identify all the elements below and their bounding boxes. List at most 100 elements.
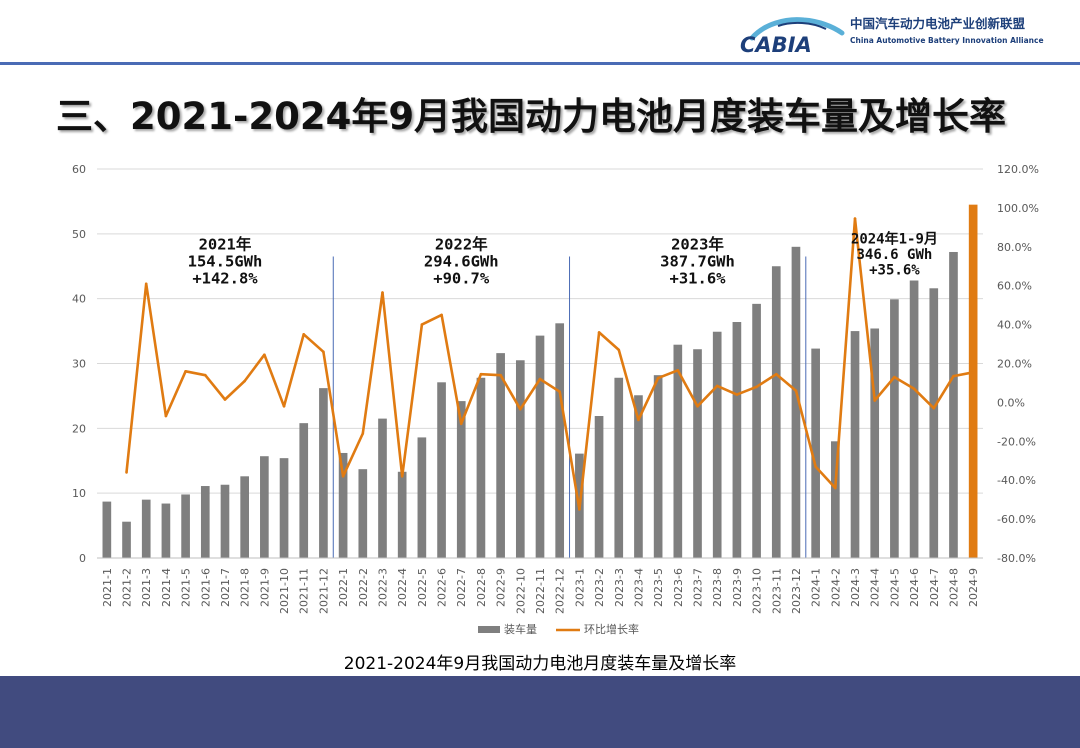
right-axis-tick: -80.0% <box>997 552 1036 565</box>
growth-point-2021-8 <box>243 379 246 383</box>
bar-2024-9 <box>968 204 978 558</box>
x-axis-tick: 2024-5 <box>888 568 901 607</box>
growth-point-2021-11 <box>302 333 306 336</box>
x-axis-tick: 2024-9 <box>967 568 980 607</box>
left-axis-tick: 50 <box>72 228 86 241</box>
growth-point-2022-9 <box>499 373 502 377</box>
bar-2023-6 <box>673 344 683 558</box>
page-title: 三、2021-2024年9月我国动力电池月度装车量及增长率 <box>56 95 1007 138</box>
bar-2021-4 <box>161 503 171 558</box>
x-axis-tick: 2023-7 <box>692 568 705 607</box>
bar-2024-1 <box>811 348 820 558</box>
logo-mark-text: CABIA <box>740 33 812 56</box>
growth-point-2022-12 <box>558 390 561 394</box>
x-axis-tick: 2023-6 <box>672 568 685 607</box>
x-axis-tick: 2022-5 <box>416 568 429 607</box>
growth-point-2023-1 <box>578 508 581 511</box>
bar-2024-8 <box>949 251 958 558</box>
x-axis-tick: 2024-6 <box>908 568 921 607</box>
bar-2023-10 <box>752 303 761 558</box>
growth-point-2024-2 <box>834 486 837 490</box>
x-axis-tick: 2022-9 <box>495 568 508 607</box>
x-axis-tick: 2022-2 <box>357 568 370 607</box>
x-axis-tick: 2021-5 <box>180 568 193 607</box>
bar-2022-12 <box>555 323 565 558</box>
bar-2022-2 <box>358 469 368 558</box>
growth-point-2021-7 <box>223 398 227 401</box>
left-axis-tick: 40 <box>72 293 86 306</box>
growth-point-2024-4 <box>873 399 877 402</box>
growth-point-2021-9 <box>263 353 266 357</box>
x-axis-tick: 2022-7 <box>455 568 468 607</box>
growth-point-2021-4 <box>164 414 168 418</box>
org-name: 中国汽车动力电池产业创新联盟 China Automotive Battery … <box>850 12 1044 46</box>
right-axis-tick: 0.0% <box>997 396 1025 409</box>
right-axis-tick: 120.0% <box>997 163 1039 176</box>
growth-point-2022-11 <box>538 377 542 381</box>
growth-point-2023-9 <box>735 393 739 396</box>
growth-point-2022-2 <box>361 432 365 435</box>
growth-point-2024-1 <box>814 465 817 468</box>
bar-2021-3 <box>141 499 151 558</box>
left-axis-tick: 0 <box>79 552 86 565</box>
x-axis-tick: 2024-7 <box>928 568 941 607</box>
x-axis-tick: 2023-2 <box>593 568 606 607</box>
bar-2022-4 <box>397 471 407 558</box>
x-axis-tick: 2021-9 <box>258 568 271 607</box>
growth-point-2024-9 <box>971 370 975 374</box>
cabia-logo: CABIA 中国汽车动力电池产业创新联盟 China Automotive Ba… <box>738 12 1044 57</box>
x-axis-tick: 2023-10 <box>751 568 764 614</box>
x-axis-tick: 2022-6 <box>436 568 449 607</box>
x-axis-tick: 2024-4 <box>869 568 882 607</box>
bar-2021-11 <box>299 423 309 558</box>
year-summary-annotation: 2021年 <box>199 234 252 253</box>
x-axis-tick: 2022-4 <box>396 568 409 607</box>
x-axis-tick: 2022-12 <box>554 568 567 614</box>
x-axis-tick: 2024-2 <box>829 568 842 607</box>
growth-point-2023-8 <box>715 384 719 388</box>
bar-2024-2 <box>831 441 840 558</box>
org-name-cn: 中国汽车动力电池产业创新联盟 <box>850 16 1026 31</box>
bar-2022-9 <box>496 353 505 558</box>
left-axis-tick: 20 <box>72 422 86 435</box>
x-axis-tick: 2023-5 <box>652 568 665 607</box>
x-axis-tick: 2023-3 <box>613 568 626 607</box>
bar-2024-4 <box>870 328 880 558</box>
bar-2024-6 <box>909 280 919 558</box>
right-axis-tick: 20.0% <box>997 358 1032 371</box>
growth-point-2022-5 <box>420 323 424 326</box>
bar-2023-7 <box>693 349 702 558</box>
bar-2022-11 <box>535 335 545 558</box>
right-axis-tick: -60.0% <box>997 513 1036 526</box>
growth-point-2023-2 <box>597 331 601 334</box>
slide-header: CABIA 中国汽车动力电池产业创新联盟 China Automotive Ba… <box>0 0 1080 66</box>
bar-2023-2 <box>594 416 604 558</box>
bar-2021-2 <box>122 521 131 558</box>
year-summary-annotation: +90.7% <box>433 270 490 288</box>
bar-2024-3 <box>850 331 860 558</box>
growth-point-2021-3 <box>144 282 148 286</box>
right-axis-tick: 60.0% <box>997 280 1032 293</box>
growth-point-2022-1 <box>341 475 345 478</box>
bar-2022-1 <box>338 452 348 558</box>
year-summary-annotation: 154.5GWh <box>188 253 263 271</box>
x-axis-tick: 2022-1 <box>337 568 350 607</box>
right-axis-tick: 80.0% <box>997 241 1032 254</box>
growth-point-2024-3 <box>853 217 857 220</box>
x-axis-tick: 2021-1 <box>101 568 114 607</box>
legend-swatch-bar <box>478 626 500 633</box>
bar-2023-12 <box>791 246 801 559</box>
growth-rate-line <box>125 217 974 511</box>
bar-2023-3 <box>614 377 624 558</box>
growth-point-2022-6 <box>440 313 443 317</box>
year-summary-annotation: 2023年 <box>671 234 724 253</box>
left-axis-tick: 60 <box>72 163 86 176</box>
growth-point-2024-8 <box>952 374 955 378</box>
right-axis-tick: -20.0% <box>997 435 1036 448</box>
growth-point-2023-10 <box>755 385 758 389</box>
bar-2021-9 <box>260 456 269 558</box>
x-axis-tick: 2021-6 <box>199 568 212 607</box>
bar-2024-5 <box>890 299 899 558</box>
x-axis-tick: 2024-3 <box>849 568 862 607</box>
car-logo-icon: CABIA <box>740 17 845 57</box>
